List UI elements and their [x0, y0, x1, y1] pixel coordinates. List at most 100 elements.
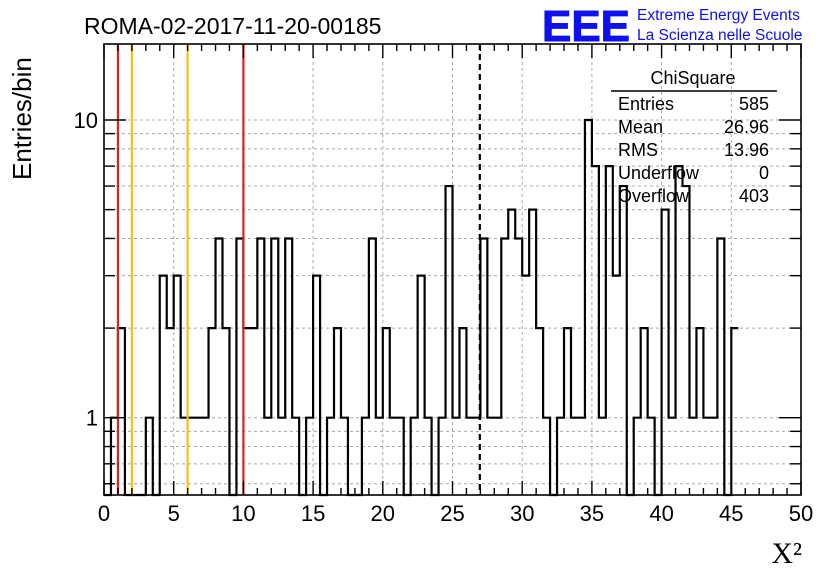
histogram-bin	[306, 418, 313, 495]
histogram-outline	[104, 118, 739, 497]
histogram-bin	[536, 328, 543, 495]
histogram-bin	[669, 418, 676, 495]
stats-label: Mean	[618, 117, 663, 137]
stats-box: ChiSquare Entries 585 Mean 26.96 RMS 13.96 Und…	[611, 68, 777, 206]
histogram-bin	[564, 328, 571, 495]
histogram-bin	[571, 418, 578, 495]
histogram-bin	[494, 418, 501, 495]
histogram-bin	[703, 418, 710, 495]
histogram-bin	[285, 238, 292, 495]
histogram-bin	[480, 238, 487, 495]
histogram-bin	[466, 418, 473, 495]
histogram-bin	[292, 418, 299, 495]
histogram-bin	[487, 418, 494, 495]
stats-label: RMS	[618, 140, 658, 160]
histogram-bin	[425, 418, 432, 495]
histogram-bars	[104, 118, 739, 497]
histogram-bin	[390, 418, 397, 495]
histogram-bin	[641, 328, 648, 495]
histogram-bin	[257, 238, 264, 495]
x-tick-label: 30	[510, 501, 534, 526]
stats-value: 26.96	[724, 117, 769, 137]
histogram-bin	[689, 418, 696, 495]
x-tick-label: 20	[371, 501, 395, 526]
histogram-bin	[522, 276, 529, 495]
histogram-bin	[209, 328, 216, 495]
x-tick-label: 35	[580, 501, 604, 526]
histogram-bin	[620, 186, 627, 495]
x-tick-label: 15	[301, 501, 325, 526]
histogram-bin	[362, 418, 369, 495]
histogram-bin	[418, 276, 425, 495]
histogram-bin	[515, 238, 522, 495]
histogram-bin	[167, 328, 174, 495]
histogram-bin	[592, 166, 599, 495]
histogram-bin	[578, 418, 585, 495]
marker-lines	[116, 44, 481, 495]
histogram-bin	[543, 418, 550, 495]
x-tick-label: 40	[649, 501, 673, 526]
y-axis-label: Entries/bin	[7, 57, 37, 180]
histogram-bin	[717, 238, 724, 495]
y-tick-label: 1	[86, 406, 98, 431]
histogram-bin	[334, 328, 341, 495]
chart-title: ROMA-02-2017-11-20-00185	[84, 13, 381, 39]
histogram-bin	[613, 276, 620, 495]
histogram-bin	[271, 238, 278, 495]
stats-value: 13.96	[724, 140, 769, 160]
x-tick-label: 25	[440, 501, 464, 526]
x-axis-label: X²	[771, 537, 802, 570]
x-tick-label: 45	[719, 501, 743, 526]
axes: 0 5 10 15 20 25 30 35 40 45 50 1 10	[74, 43, 813, 526]
histogram-bin	[146, 418, 153, 495]
histogram-bin	[313, 276, 320, 495]
histogram-bin	[397, 418, 404, 495]
histogram-bin	[278, 418, 285, 495]
stats-label: Underflow	[618, 163, 700, 183]
eee-logo: EEE	[542, 2, 630, 51]
histogram-bin	[174, 276, 181, 495]
histogram-bin	[683, 186, 690, 495]
logo-line-2: La Scienza nelle Scuole	[637, 27, 802, 44]
histogram-bin	[508, 210, 515, 495]
histogram-bin	[383, 328, 390, 495]
histogram-bin	[501, 238, 508, 495]
histogram-bin	[557, 418, 564, 495]
histogram-bin	[585, 120, 592, 495]
histogram-bin	[327, 418, 334, 495]
histogram-bin	[216, 238, 223, 495]
histogram-bin	[411, 418, 418, 495]
x-tick-label: 50	[789, 501, 813, 526]
histogram-bin	[250, 328, 257, 495]
histogram-bin	[446, 186, 453, 495]
logo-line-1: Extreme Energy Events	[637, 7, 800, 24]
x-tick-label: 5	[168, 501, 180, 526]
histogram-bin	[634, 418, 641, 495]
histogram-bin	[529, 210, 536, 495]
histogram-bin	[599, 418, 606, 495]
histogram-bin	[676, 166, 683, 495]
x-tick-label: 0	[98, 501, 110, 526]
stats-value: 403	[739, 186, 769, 206]
histogram-bin	[195, 418, 202, 495]
y-tick-label: 10	[74, 108, 98, 133]
histogram-bin	[696, 328, 703, 495]
histogram-bin	[662, 210, 669, 495]
stats-label: Entries	[618, 94, 674, 114]
histogram-bin	[160, 276, 167, 495]
histogram-bin	[376, 418, 383, 495]
histogram-bin	[648, 418, 655, 495]
stats-title: ChiSquare	[650, 68, 735, 88]
histogram-bin	[606, 166, 613, 495]
histogram-bin	[341, 418, 348, 495]
histogram-bin	[731, 328, 738, 495]
histogram-bin	[202, 418, 209, 495]
histogram-bin	[453, 418, 460, 495]
stats-value: 0	[759, 163, 769, 183]
histogram-bin	[264, 418, 271, 495]
histogram-bin	[710, 418, 717, 495]
histogram-bin	[222, 328, 229, 495]
x-tick-label: 10	[231, 501, 255, 526]
histogram-bin	[439, 418, 446, 495]
